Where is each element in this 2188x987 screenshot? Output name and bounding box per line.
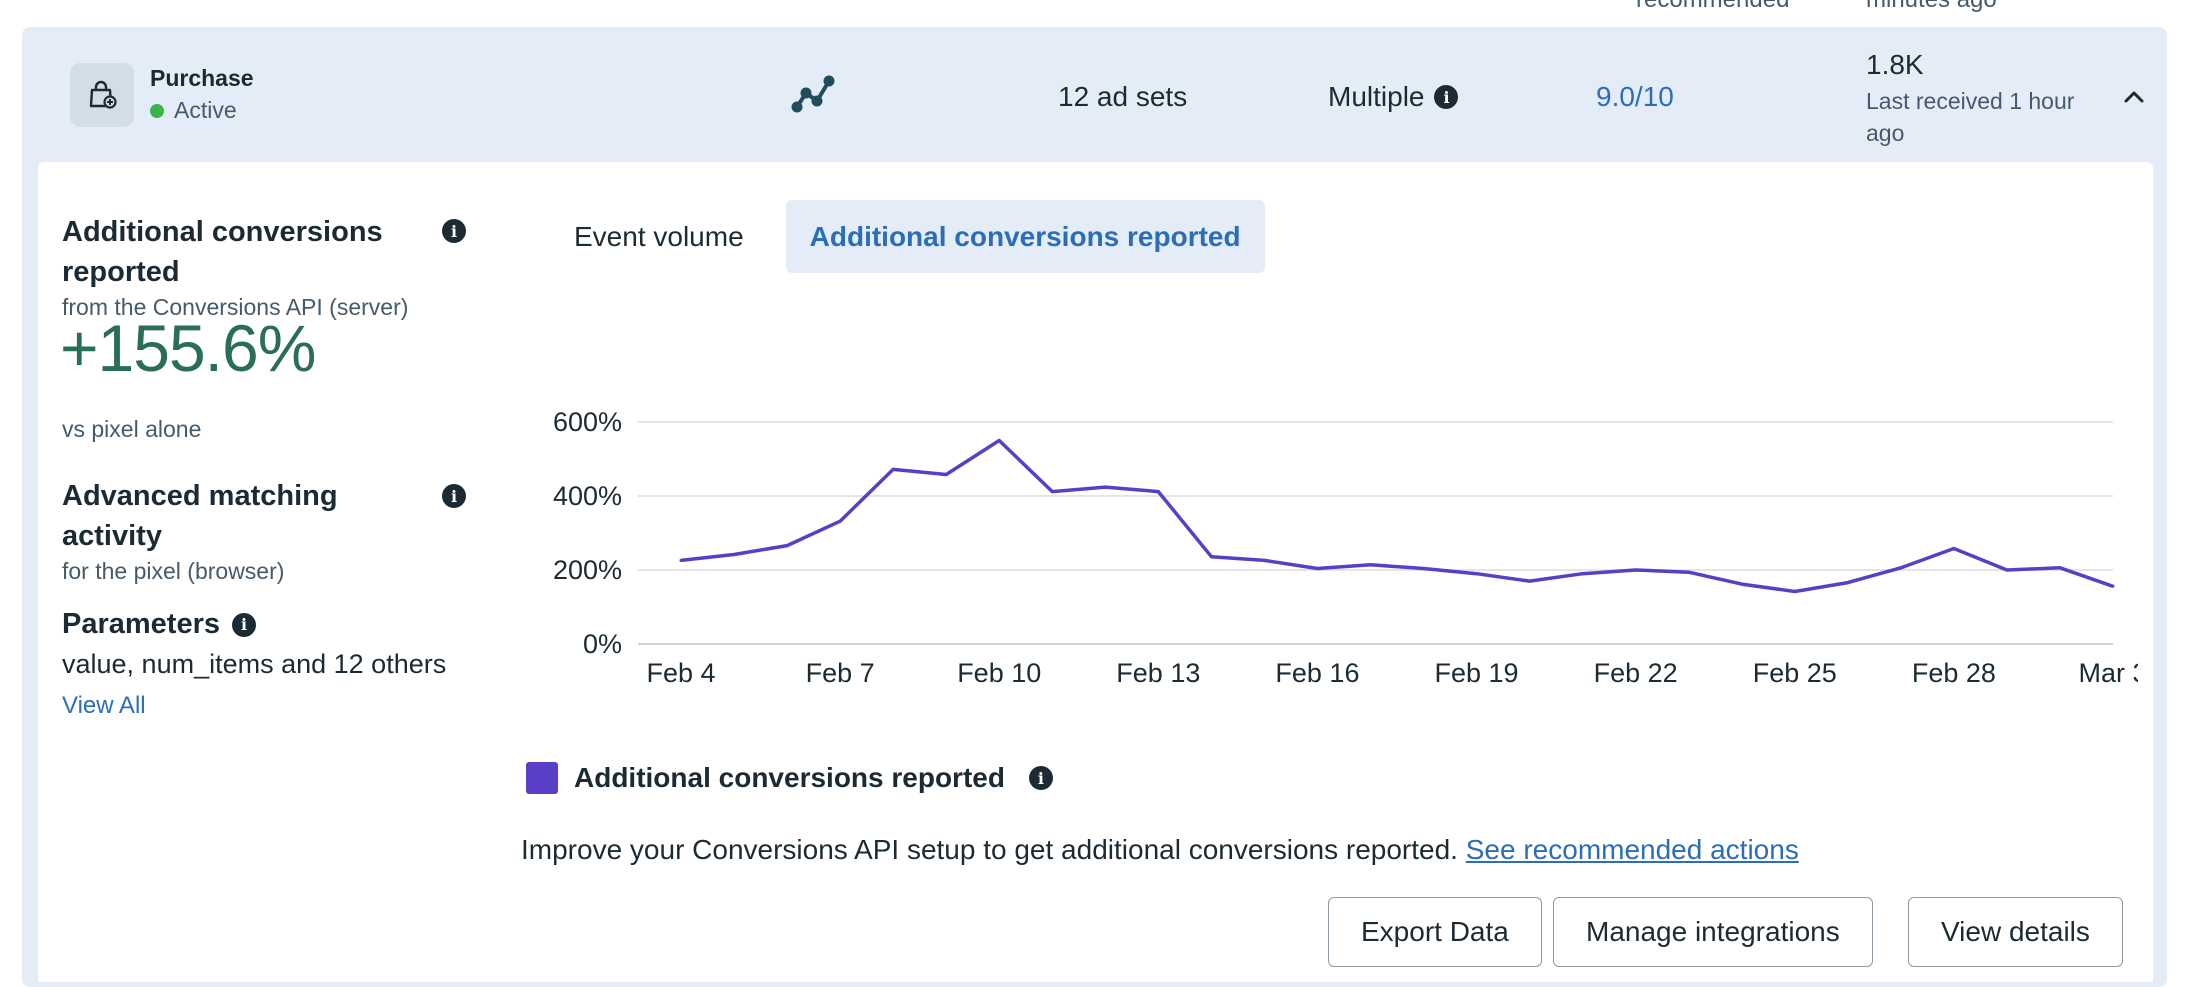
manage-integrations-button[interactable]: Manage integrations: [1553, 897, 1873, 967]
tab-event-volume[interactable]: Event volume: [574, 220, 744, 252]
chart-legend: Additional conversions reported i: [526, 762, 1053, 794]
x-tick-label: Feb 28: [1912, 658, 1996, 688]
x-tick-label: Feb 10: [957, 658, 1041, 688]
data-point: [2111, 584, 2115, 588]
improve-text: Improve your Conversions API setup to ge…: [521, 834, 1458, 865]
view-details-button[interactable]: View details: [1908, 897, 2123, 967]
last-received-text: Last received 1 hour ago: [1866, 88, 2075, 146]
data-point: [732, 552, 736, 556]
line-chart: 0% 200% 400% 600% Feb 4 Feb 7 Feb 10 Feb 13 Feb …: [553, 407, 2138, 688]
parameters-heading: Parameters i: [62, 608, 256, 641]
additional-conversions-value: +155.6%: [60, 311, 316, 385]
shopping-bag-icon: [89, 80, 117, 109]
data-point: [891, 467, 895, 471]
cutoff-text-last-received: minutes ago: [1866, 0, 1997, 14]
data-point: [1315, 567, 1319, 571]
data-point: [2005, 568, 2009, 572]
y-tick-label: 400%: [553, 481, 622, 511]
data-point: [1209, 555, 1213, 559]
parameters-value: value, num_items and 12 others: [62, 649, 447, 679]
data-point: [1899, 566, 1903, 570]
dedup-label: Multiple: [1328, 81, 1425, 112]
data-point: [679, 558, 683, 562]
data-point: [1793, 589, 1797, 593]
x-tick-label: Feb 4: [646, 658, 715, 688]
export-data-button[interactable]: Export Data: [1328, 897, 1542, 967]
quality-score[interactable]: 9.0/10: [1596, 81, 1674, 112]
data-point: [1262, 558, 1266, 562]
legend-swatch: [526, 762, 558, 794]
event-card: Purchase Active 12 ad sets Multiple i 9.…: [22, 27, 2167, 987]
data-point: [1687, 570, 1691, 574]
series-line: [680, 438, 2114, 594]
data-point: [838, 519, 842, 523]
data-point: [1050, 490, 1054, 494]
status-dot: [150, 103, 164, 118]
y-tick-label: 0%: [583, 629, 622, 659]
additional-conversions-subtitle: from the Conversions API (server): [62, 294, 409, 320]
details-panel: Additional conversions reported i from t…: [38, 162, 2153, 982]
additional-conversions-title: Additional conversions reported: [62, 216, 383, 288]
improve-message: Improve your Conversions API setup to ge…: [521, 834, 1799, 866]
advanced-matching-subtitle: for the pixel (browser): [62, 558, 285, 584]
data-point: [944, 473, 948, 477]
additional-conversions-comparison: vs pixel alone: [62, 416, 202, 442]
data-point: [1740, 582, 1744, 586]
info-icon[interactable]: i: [1028, 766, 1053, 790]
y-tick-label: 200%: [553, 555, 622, 585]
parameters-title: Parameters: [62, 608, 220, 640]
see-recommended-actions-link[interactable]: See recommended actions: [1465, 834, 1799, 865]
connection-graph-icon: [791, 75, 835, 113]
info-icon[interactable]: i: [442, 219, 466, 243]
info-icon[interactable]: i: [1434, 85, 1459, 109]
data-point: [1103, 485, 1107, 489]
x-tick-label: Feb 7: [806, 658, 875, 688]
data-point: [2058, 566, 2062, 570]
y-tick-label: 600%: [553, 407, 622, 437]
tab-additional-conversions[interactable]: Additional conversions reported: [785, 200, 1265, 273]
chevron-up-icon[interactable]: [2122, 85, 2146, 109]
cutoff-text-recommended: recommended: [1636, 0, 1789, 14]
event-status-label: Active: [174, 97, 237, 123]
event-status: Active: [150, 97, 237, 124]
event-row-header[interactable]: Purchase Active 12 ad sets Multiple i 9.…: [22, 27, 2167, 162]
data-point: [1581, 572, 1585, 576]
x-tick-label: Mar 3: [2078, 658, 2138, 688]
data-point: [997, 439, 1001, 442]
data-point: [1422, 567, 1426, 571]
x-tick-label: Feb 19: [1435, 658, 1519, 688]
dedup-cell: Multiple i: [1328, 81, 1459, 113]
data-point: [1368, 563, 1372, 567]
data-point: [1475, 572, 1479, 576]
x-tick-label: Feb 16: [1275, 658, 1359, 688]
chart-tabs: Event volume Additional conversions repo…: [550, 200, 1265, 273]
event-volume-value: 1.8K: [1866, 49, 1924, 80]
event-icon-box: [70, 63, 134, 127]
data-point: [1528, 579, 1532, 583]
view-all-link[interactable]: View All: [62, 692, 146, 719]
legend-label: Additional conversions reported: [574, 762, 1005, 793]
data-point: [1156, 490, 1160, 494]
ad-sets-count: 12 ad sets: [1058, 81, 1188, 112]
event-name: Purchase: [150, 65, 254, 91]
info-icon[interactable]: i: [232, 612, 256, 637]
info-icon[interactable]: i: [442, 484, 466, 508]
x-tick-label: Feb 22: [1594, 658, 1678, 688]
data-point: [1952, 547, 1956, 551]
advanced-matching-title: Advanced matching activity: [62, 480, 338, 552]
data-point: [1846, 581, 1850, 585]
x-tick-label: Feb 25: [1753, 658, 1837, 688]
data-point: [1634, 568, 1638, 572]
data-point: [785, 544, 789, 548]
event-volume-cell: 1.8K Last received 1 hour ago: [1866, 49, 2086, 149]
x-tick-label: Feb 13: [1116, 658, 1200, 688]
